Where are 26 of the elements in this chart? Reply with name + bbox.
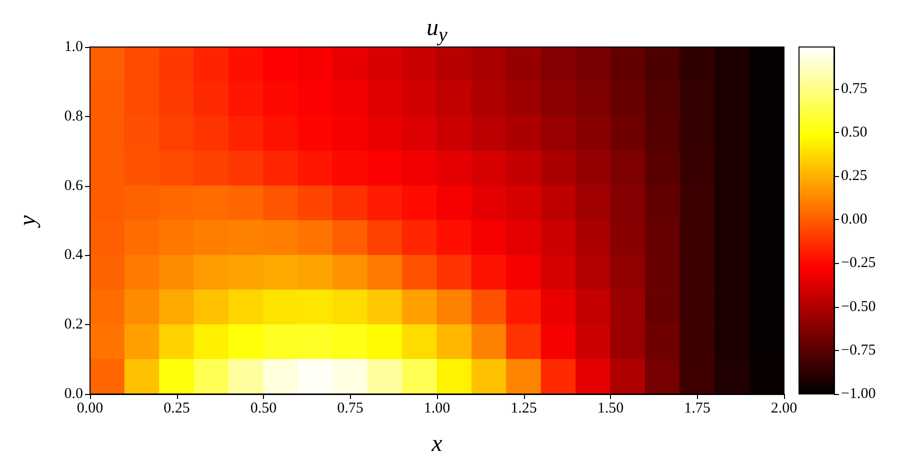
color-bar-label: 0.75 <box>841 80 868 97</box>
y-tick-label: 0.4 <box>64 247 84 264</box>
chart-title: u$_{y}$ <box>426 14 448 48</box>
x-tick-label: 1.50 <box>597 400 624 416</box>
x-tick-label: 0.00 <box>76 400 104 416</box>
x-tick-label: 0.25 <box>164 400 190 416</box>
y-tick-label: 1.0 <box>64 39 83 55</box>
y-tick-label: 0.2 <box>64 316 83 333</box>
color-bar-label: −1.00 <box>841 386 876 402</box>
color-bar-label: −0.50 <box>841 298 876 315</box>
x-tick-label: 1.00 <box>424 400 450 416</box>
y-tick-label: 0.0 <box>64 386 83 402</box>
y-tick-label: 0.6 <box>64 178 84 194</box>
x-tick-label: 0.50 <box>250 400 277 416</box>
x-tick-label: 0.75 <box>337 400 364 416</box>
color-bar-label: 0.50 <box>841 124 868 140</box>
x-axis-title: x <box>430 431 443 457</box>
x-tick-label: 2.00 <box>770 400 798 416</box>
color-bar-label: 0.00 <box>841 212 868 228</box>
x-tick-label: 1.25 <box>510 400 537 416</box>
x-tick-label: 1.75 <box>684 400 710 416</box>
color-bar-label: −0.75 <box>841 342 876 358</box>
y-axis-title: y <box>15 214 41 228</box>
color-bar-label: 0.25 <box>841 168 868 184</box>
color-bar-label: −0.25 <box>841 255 876 272</box>
y-tick-label: 0.8 <box>64 108 83 124</box>
